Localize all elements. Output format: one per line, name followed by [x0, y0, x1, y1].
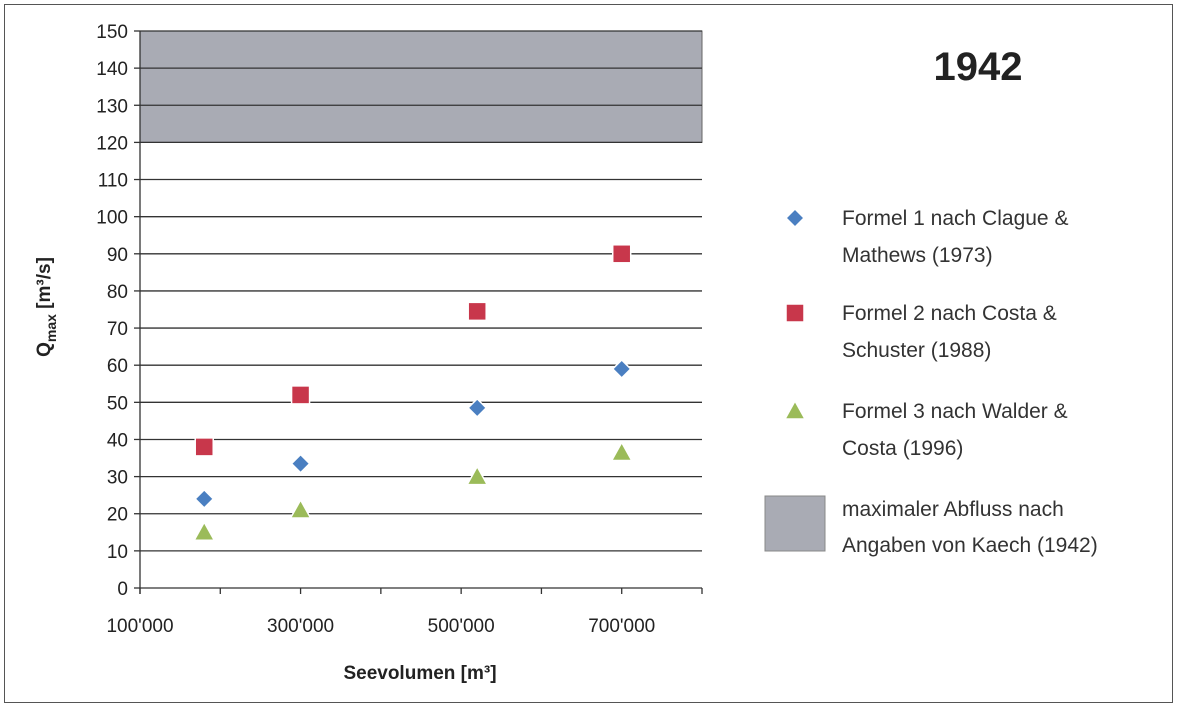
x-tick-label: 300'000	[267, 616, 334, 637]
data-point-triangle	[192, 520, 216, 542]
legend-label: Angaben von Kaech (1942)	[842, 534, 1098, 557]
y-axis-title-sub: max	[43, 314, 59, 342]
chart-title: 1942	[934, 45, 1023, 89]
y-tick-label: 100	[96, 208, 128, 229]
y-axis-title: Qmax [m³/s]	[34, 257, 59, 357]
legend-label: maximaler Abfluss nach	[842, 498, 1064, 521]
legend-label: Formel 2 nach Costa &	[842, 302, 1057, 325]
y-tick-label: 10	[107, 542, 128, 563]
data-point-triangle	[465, 465, 489, 486]
data-point-square	[467, 301, 487, 322]
data-points	[192, 244, 633, 542]
y-tick-label: 150	[96, 22, 128, 43]
data-point-triangle	[289, 498, 312, 519]
legend-band-swatch	[764, 495, 826, 552]
data-point-square	[611, 244, 632, 264]
y-tick-label: 130	[96, 96, 128, 117]
data-point-diamond	[467, 397, 488, 418]
y-tick-label: 60	[107, 356, 128, 377]
y-tick-label: 20	[107, 505, 128, 526]
y-tick-label: 110	[98, 171, 128, 192]
legend-marker-square	[785, 303, 805, 323]
y-tick-label: 120	[96, 133, 128, 154]
legend-marker-triangle	[783, 399, 807, 420]
legend-label: Schuster (1988)	[842, 339, 991, 362]
x-tick-label: 100'000	[106, 616, 173, 637]
legend-label: Mathews (1973)	[842, 244, 993, 267]
y-tick-label: 90	[107, 245, 128, 266]
legend-label: Formel 1 nach Clague &	[842, 207, 1068, 230]
legend-label: Formel 3 nach Walder &	[842, 400, 1068, 423]
data-point-square	[290, 385, 311, 405]
y-tick-label: 30	[107, 468, 128, 489]
data-point-diamond	[611, 358, 632, 379]
data-point-triangle	[610, 440, 633, 462]
legend-label: Costa (1996)	[842, 437, 963, 460]
y-tick-label: 80	[107, 282, 128, 303]
gridlines	[140, 30, 702, 552]
y-tick-label: 0	[117, 579, 128, 600]
data-point-diamond	[194, 488, 215, 509]
y-tick-label: 140	[96, 59, 128, 80]
x-tick-label: 700'000	[588, 616, 655, 637]
legend: Formel 1 nach Clague & Mathews (1973) Form…	[764, 207, 1098, 557]
x-axis-title: Seevolumen [m³]	[343, 663, 496, 684]
y-axis-title-base: Q	[34, 342, 55, 357]
y-tick-labels: 0 10 20 30 40 50 60 70 80 90 100 110 120 130 140 150	[96, 22, 128, 600]
data-point-square	[194, 437, 214, 457]
y-axis-title-unit: [m³/s]	[34, 257, 55, 314]
y-tick-label: 70	[107, 319, 128, 340]
y-tick-label: 40	[107, 430, 128, 451]
max-discharge-band	[139, 30, 703, 143]
legend-marker-diamond	[784, 207, 806, 229]
x-tick-labels: 100'000 300'000 500'000 700'000	[106, 616, 655, 637]
axes	[134, 30, 703, 594]
x-tick-label: 500'000	[428, 616, 495, 637]
data-point-diamond	[290, 453, 311, 474]
y-tick-label: 50	[107, 393, 128, 414]
